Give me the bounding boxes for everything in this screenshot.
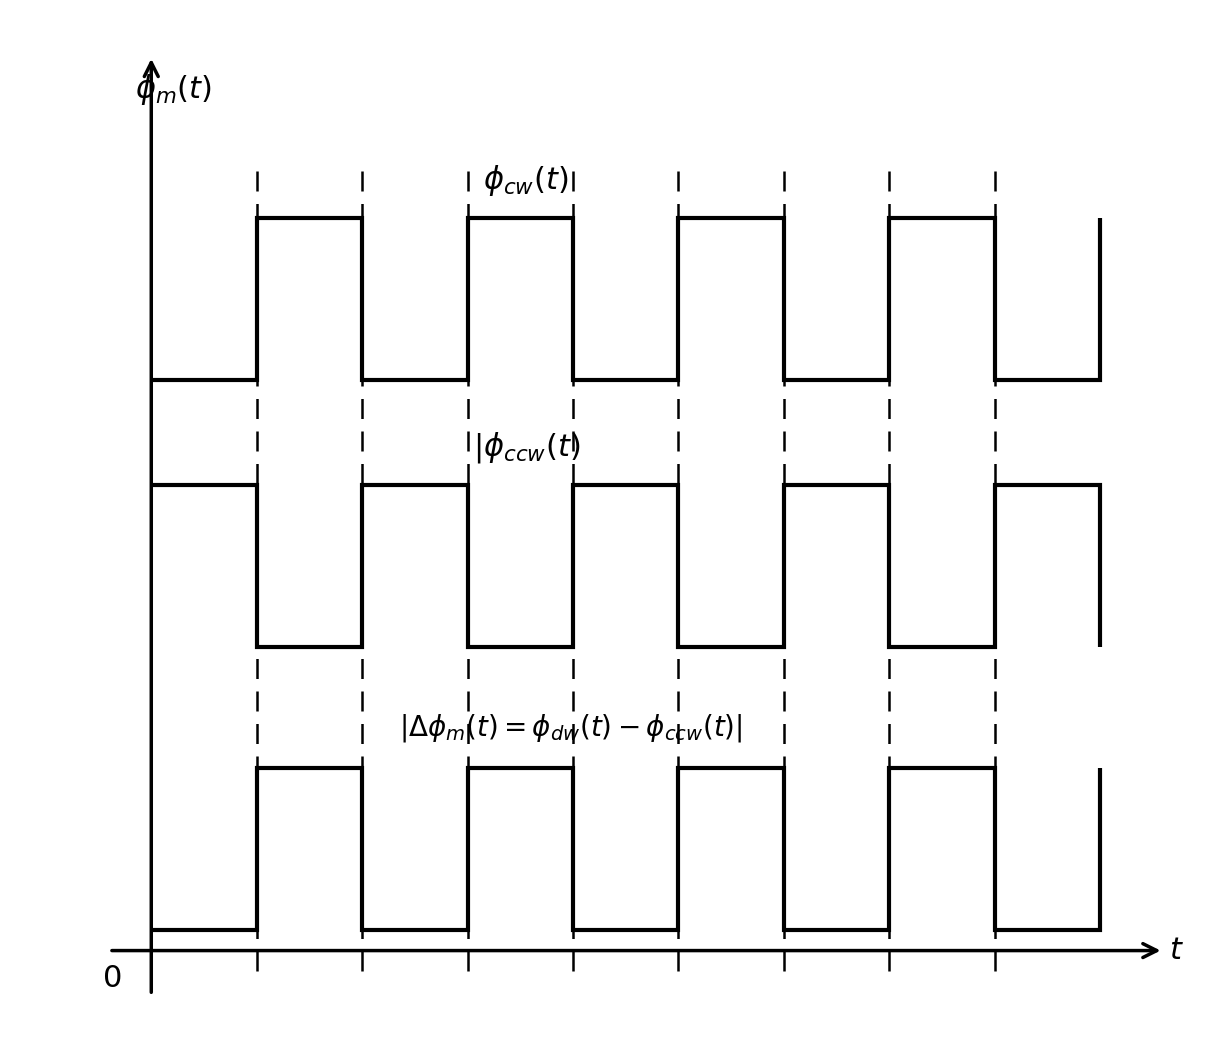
- Text: $|\Delta\phi_m(t)=\phi_{dw}(t)-\phi_{ccw}(t)|$: $|\Delta\phi_m(t)=\phi_{dw}(t)-\phi_{ccw…: [399, 712, 743, 744]
- Text: $\phi_{cw}(t)$: $\phi_{cw}(t)$: [483, 163, 569, 197]
- Text: $\phi_m(t)$: $\phi_m(t)$: [136, 72, 212, 107]
- Text: $t$: $t$: [1169, 935, 1184, 966]
- Text: $0$: $0$: [101, 963, 121, 995]
- Text: $|\phi_{ccw}(t)$: $|\phi_{ccw}(t)$: [473, 430, 580, 465]
